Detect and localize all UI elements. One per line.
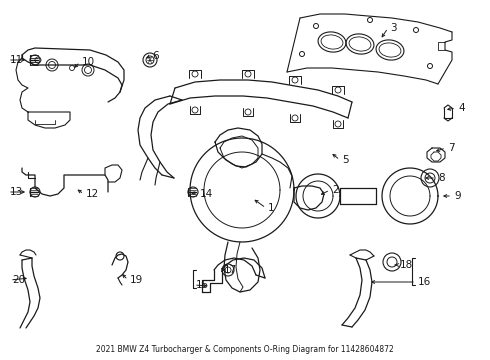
Text: 17: 17 [224,265,237,275]
Text: 9: 9 [454,191,461,201]
Text: 16: 16 [418,277,431,287]
Text: 10: 10 [82,57,95,67]
Text: 15: 15 [196,280,209,290]
Text: 3: 3 [390,23,396,33]
Text: 2: 2 [332,185,339,195]
Text: 8: 8 [438,173,444,183]
Text: 7: 7 [448,143,455,153]
Text: 5: 5 [342,155,348,165]
Text: 11: 11 [10,55,23,65]
Text: 13: 13 [10,187,23,197]
Text: 18: 18 [400,260,413,270]
Text: 2021 BMW Z4 Turbocharger & Components O-Ring Diagram for 11428604872: 2021 BMW Z4 Turbocharger & Components O-… [96,346,394,355]
Text: 20: 20 [12,275,25,285]
Text: 6: 6 [152,51,159,61]
Text: 12: 12 [86,189,99,199]
Text: 4: 4 [458,103,465,113]
Text: 19: 19 [130,275,143,285]
Text: 14: 14 [200,189,213,199]
Text: 1: 1 [268,203,274,213]
